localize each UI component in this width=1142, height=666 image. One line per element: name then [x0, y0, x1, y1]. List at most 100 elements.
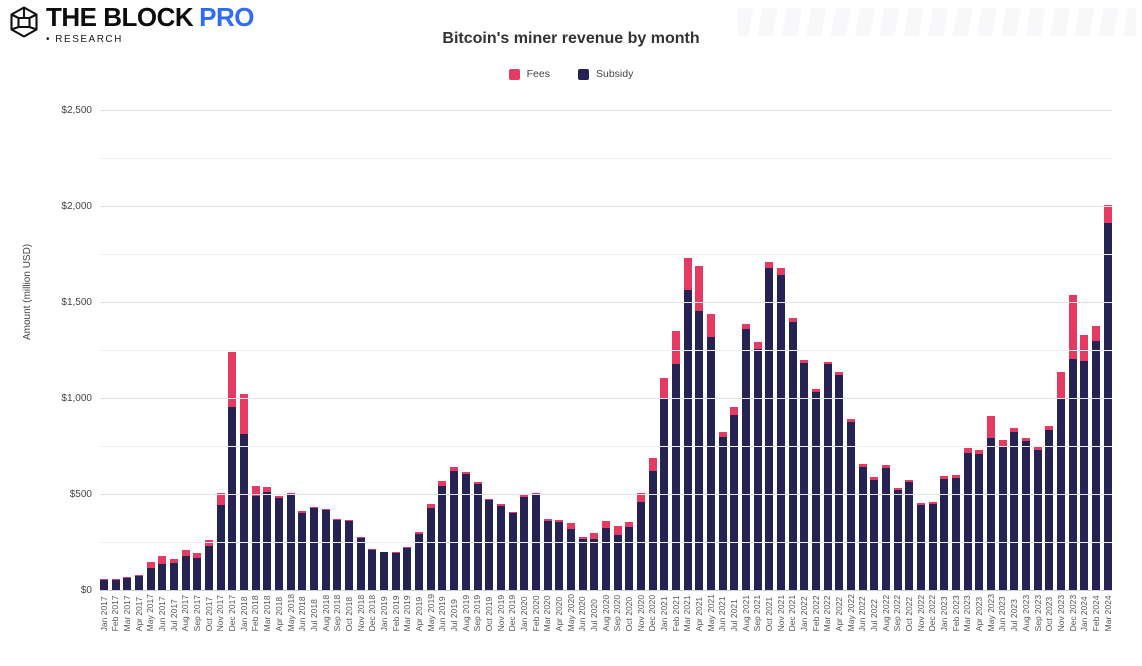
legend-label-subsidy: Subsidy	[595, 68, 634, 80]
subsidy-segment	[566, 528, 575, 590]
bar-feb-2019	[391, 552, 400, 590]
x-tick-feb-2020: Feb 2020	[531, 594, 541, 631]
subsidy-segment	[310, 508, 319, 590]
legend-item-subsidy: Subsidy	[577, 68, 634, 80]
x-tick-label: Jun 2021	[717, 596, 728, 632]
fees-segment	[298, 511, 307, 513]
bar-oct-2020	[625, 521, 634, 590]
x-tick-apr-2017: Apr 2017	[134, 594, 144, 632]
x-tick-label: Mar 2022	[822, 595, 833, 632]
fees-segment	[706, 313, 715, 338]
x-tick-oct-2018: Oct 2018	[343, 594, 354, 632]
x-tick-oct-2021: Oct 2021	[764, 594, 774, 632]
x-tick-dec-2020: Dec 2020	[647, 594, 657, 631]
fees-swatch-icon	[508, 68, 520, 80]
bar-nov-2020	[636, 492, 645, 590]
x-tick-label: Mar 2024	[1102, 595, 1113, 632]
fees-segment	[415, 532, 424, 535]
fees-segment	[987, 416, 996, 439]
fees-segment	[508, 511, 517, 514]
x-tick-mar-2020: Mar 2020	[542, 594, 552, 631]
x-tick-label: Jan 2018	[238, 596, 249, 632]
x-tick-jun-2023: Jun 2023	[997, 594, 1007, 631]
x-tick-label: Mar 2017	[122, 595, 133, 632]
x-tick-jul-2017: Jul 2017	[169, 594, 179, 631]
gridline-2000	[100, 206, 1112, 207]
x-tick-label: Dec 2022	[927, 594, 938, 632]
x-tick-jun-2020: Jun 2020	[577, 594, 587, 631]
subsidy-segment	[240, 433, 249, 590]
bar-nov-2018	[356, 537, 365, 590]
x-tick-label: Aug 2022	[880, 594, 891, 632]
x-tick-feb-2024: Feb 2024	[1091, 594, 1101, 631]
watermark	[738, 8, 1136, 36]
x-tick-label: Oct 2018	[343, 596, 354, 632]
bar-aug-2017	[181, 549, 190, 590]
x-tick-label: Jul 2019	[448, 599, 459, 632]
bar-jun-2023	[998, 440, 1007, 590]
y-tick-$2,500: $2,500	[61, 105, 92, 116]
x-tick-sep-2023: Sep 2023	[1033, 594, 1043, 631]
bar-jan-2018	[240, 394, 249, 590]
x-tick-label: Jan 2024	[1079, 596, 1090, 632]
gridline-1000	[100, 398, 1112, 399]
x-tick-label: Jul 2022	[869, 599, 880, 632]
subsidy-segment	[601, 527, 610, 590]
bar-sep-2021	[753, 342, 762, 590]
bar-may-2023	[987, 416, 996, 590]
bar-jul-2020	[590, 533, 599, 590]
x-tick-label: Mar 2023	[962, 595, 973, 632]
x-tick-jul-2023: Jul 2023	[1009, 594, 1019, 631]
bar-feb-2017	[111, 579, 120, 590]
subsidy-segment	[380, 552, 389, 590]
x-tick-jan-2017: Jan 2017	[99, 594, 109, 631]
x-tick-dec-2021: Dec 2021	[787, 594, 797, 631]
bar-feb-2022	[811, 389, 820, 590]
subsidy-segment	[450, 471, 459, 590]
bar-oct-2019	[485, 498, 494, 590]
x-tick-nov-2020: Nov 2020	[636, 594, 646, 631]
x-tick-mar-2018: Mar 2018	[262, 594, 272, 631]
x-tick-oct-2020: Oct 2020	[624, 594, 634, 632]
x-tick-jun-2017: Jun 2017	[157, 594, 167, 631]
bar-mar-2020	[543, 518, 552, 590]
gridline-1500	[100, 302, 1112, 303]
subsidy-segment	[776, 274, 785, 590]
subsidy-segment	[345, 520, 354, 590]
fees-segment	[100, 579, 108, 581]
subsidy-segment	[1092, 341, 1101, 590]
x-tick-may-2023: May 2023	[986, 594, 996, 631]
fees-segment	[928, 502, 937, 504]
fees-segment	[485, 498, 494, 501]
bar-oct-2018	[345, 519, 354, 590]
x-tick-label: Jun 2019	[437, 596, 448, 632]
bar-jul-2017	[170, 558, 179, 590]
bar-dec-2017	[228, 351, 237, 590]
fees-segment	[391, 552, 400, 554]
bar-apr-2023	[975, 449, 984, 590]
bar-dec-2020	[648, 458, 657, 590]
fees-segment	[158, 556, 167, 564]
fees-segment	[952, 474, 961, 478]
subsidy-segment	[135, 576, 144, 590]
x-tick-label: May 2020	[565, 594, 576, 632]
fees-segment	[368, 548, 377, 550]
x-tick-sep-2020: Sep 2020	[612, 594, 622, 631]
subsidy-segment	[216, 504, 225, 590]
subsidy-segment	[496, 505, 505, 590]
fees-segment	[1022, 438, 1031, 442]
x-tick-label: Jul 2018	[308, 599, 319, 632]
x-tick-label: May 2022	[845, 594, 856, 632]
bar-jan-2020	[520, 495, 529, 590]
gridline-1250	[100, 350, 1112, 351]
bar-jul-2019	[450, 467, 459, 590]
fees-segment	[123, 577, 132, 578]
bar-mar-2022	[823, 361, 832, 590]
bar-aug-2021	[741, 324, 750, 590]
subsidy-segment	[987, 438, 996, 590]
x-tick-label: Feb 2023	[950, 595, 961, 632]
x-tick-label: Oct 2023	[1044, 596, 1055, 632]
x-tick-label: Aug 2018	[320, 594, 331, 632]
fees-segment	[847, 418, 855, 422]
x-tick-label: Jan 2020	[518, 596, 529, 632]
